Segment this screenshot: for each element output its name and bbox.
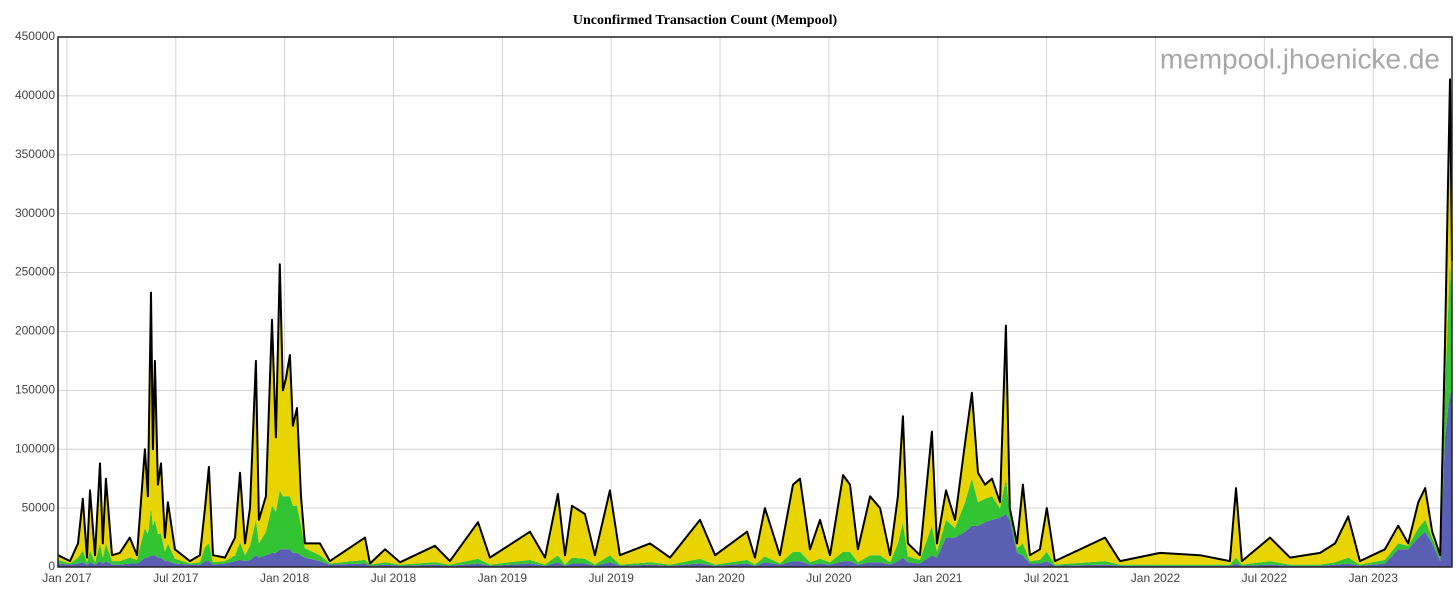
x-tick-label: Jul 2017 bbox=[153, 571, 199, 585]
x-tick-label: Jan 2017 bbox=[42, 571, 92, 585]
x-tick-label: Jan 2022 bbox=[1131, 571, 1181, 585]
plot-frame bbox=[57, 36, 1453, 568]
x-tick-label: Jul 2018 bbox=[371, 571, 417, 585]
x-tick-label: Jan 2018 bbox=[260, 571, 310, 585]
y-tick-label: 200000 bbox=[15, 324, 55, 338]
areas bbox=[57, 78, 1453, 567]
x-tick-label: Jul 2022 bbox=[1242, 571, 1288, 585]
y-tick-label: 0 bbox=[48, 559, 55, 573]
y-tick-label: 300000 bbox=[15, 206, 55, 220]
y-tick-label: 100000 bbox=[15, 441, 55, 455]
area-layer bbox=[58, 79, 1452, 565]
chart-title: Unconfirmed Transaction Count (Mempool) bbox=[573, 13, 838, 28]
x-tick-label: Jan 2020 bbox=[695, 571, 745, 585]
x-tick-label: Jul 2019 bbox=[589, 571, 635, 585]
y-tick-label: 50000 bbox=[22, 500, 56, 514]
watermark: mempool.jhoenicke.de bbox=[1160, 43, 1440, 74]
grid bbox=[58, 36, 1452, 568]
axis-labels: 0 50000 100000 150000 200000 250000 300000 3500… bbox=[15, 29, 1398, 585]
y-tick-label: 450000 bbox=[15, 29, 55, 43]
x-tick-label: Jan 2021 bbox=[913, 571, 963, 585]
y-tick-label: 150000 bbox=[15, 383, 55, 397]
y-tick-label: 350000 bbox=[15, 147, 55, 161]
x-tick-label: Jul 2021 bbox=[1024, 571, 1070, 585]
y-tick-label: 250000 bbox=[15, 265, 55, 279]
y-tick-label: 400000 bbox=[15, 88, 55, 102]
top-outline bbox=[57, 78, 1453, 565]
x-tick-label: Jul 2020 bbox=[806, 571, 852, 585]
x-tick-label: Jan 2023 bbox=[1348, 571, 1398, 585]
x-tick-label: Jan 2019 bbox=[478, 571, 528, 585]
